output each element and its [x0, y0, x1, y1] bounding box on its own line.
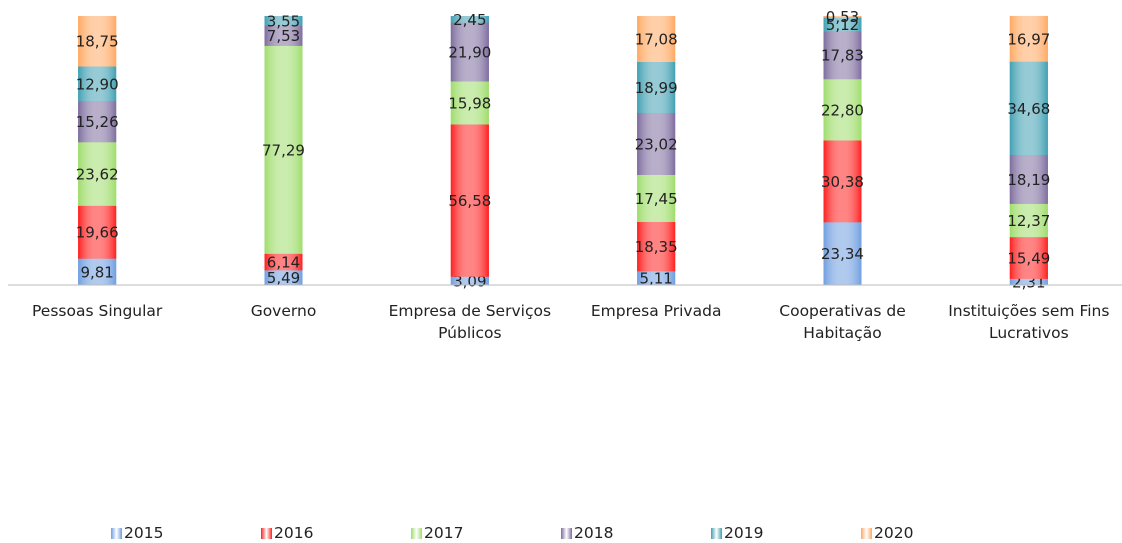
bar-shine	[823, 222, 862, 285]
data-label: 77,29	[262, 141, 305, 159]
data-label: 17,83	[821, 47, 864, 65]
data-label: 12,37	[1007, 212, 1050, 230]
legend-label: 2020	[874, 524, 914, 542]
data-label: 3,09	[453, 272, 486, 290]
legend-item: 2018	[561, 524, 711, 542]
legend-item: 2019	[711, 524, 861, 542]
legend-item: 2015	[111, 524, 261, 542]
bar-shine	[1009, 237, 1048, 279]
legend-swatch	[861, 527, 872, 539]
x-tick-label: Governo	[250, 302, 317, 320]
x-tick-label: Empresa de Serviços Públicos	[388, 302, 552, 342]
bar-shine	[1009, 278, 1048, 285]
legend-swatch	[711, 527, 722, 539]
legend-swatch	[561, 527, 572, 539]
legend-label: 2015	[124, 524, 164, 542]
legend-swatch	[111, 527, 122, 539]
bar-shine	[823, 140, 862, 223]
bar-shine	[450, 124, 489, 277]
bar-shine	[78, 258, 117, 285]
data-label: 23,02	[635, 135, 678, 153]
data-label: 15,26	[76, 113, 119, 131]
bar-shine	[264, 253, 303, 271]
data-label: 15,98	[448, 94, 491, 112]
legend-item: 2016	[261, 524, 411, 542]
legend-item: 2017	[411, 524, 561, 542]
x-tick-label: Cooperativas de Habitação	[779, 302, 906, 342]
data-label: 5,11	[639, 270, 672, 288]
legend-label: 2017	[424, 524, 464, 542]
x-tick-label: Empresa Privada	[590, 302, 722, 320]
data-label: 18,75	[76, 33, 119, 51]
data-label: 6,14	[267, 253, 300, 271]
data-label: 0,53	[826, 8, 859, 26]
bar-shine	[1009, 15, 1048, 62]
bar-shine	[264, 45, 303, 254]
bar-shine	[823, 16, 862, 18]
bar-shine	[637, 271, 676, 285]
bar-shine	[637, 113, 676, 175]
data-label: 17,45	[635, 190, 678, 208]
bar-shine	[450, 22, 489, 82]
bar-shine	[78, 16, 117, 67]
data-label: 23,62	[76, 165, 119, 183]
data-label: 18,35	[635, 238, 678, 256]
bar-shine	[637, 174, 676, 222]
data-label: 3,55	[267, 12, 300, 30]
bar-shine	[264, 25, 303, 46]
bar-shine	[1009, 203, 1048, 238]
data-label: 23,34	[821, 245, 864, 263]
bar-shine	[637, 221, 676, 272]
data-label: 18,19	[1007, 171, 1050, 189]
data-label: 21,90	[448, 44, 491, 62]
legend-swatch	[411, 527, 422, 539]
legend-label: 2016	[274, 524, 314, 542]
data-label: 56,58	[448, 192, 491, 210]
bar-shine	[78, 205, 117, 259]
legend: 2015 2016 2017 2018 2019 2020	[0, 524, 1122, 542]
bar-shine	[78, 142, 117, 206]
data-label: 22,80	[821, 101, 864, 119]
data-label: 2,45	[453, 11, 486, 29]
data-label: 30,38	[821, 173, 864, 191]
bar-shine	[78, 66, 117, 102]
bar-shine	[637, 16, 676, 62]
legend-label: 2018	[574, 524, 614, 542]
x-tick-label: Instituições sem Fins Lucrativos	[948, 302, 1110, 342]
plot: 9,81 19,66 23,62 15,26 12,90 18,75 5,496,14 77,…	[8, 8, 1122, 291]
data-label: 5,12	[826, 16, 859, 34]
bar-shine	[264, 16, 303, 26]
legend-label: 2019	[724, 524, 764, 542]
legend-item: 2020	[861, 524, 1011, 542]
bar-shine	[1009, 61, 1048, 155]
data-label: 17,08	[635, 30, 678, 48]
bar-shine	[264, 270, 303, 285]
data-label: 19,66	[76, 224, 119, 242]
bar-shine	[637, 61, 676, 114]
data-label: 16,97	[1007, 30, 1050, 48]
data-label: 5,49	[267, 269, 300, 287]
data-label: 15,49	[1007, 249, 1050, 267]
bar-shine	[823, 79, 862, 141]
legend-swatch	[261, 527, 272, 539]
data-label: 7,53	[267, 27, 300, 45]
data-label: 9,81	[80, 263, 113, 281]
x-tick-label: Pessoas Singular	[32, 302, 163, 320]
data-label: 34,68	[1007, 100, 1050, 118]
bar-shine	[1009, 154, 1048, 204]
bar-shine	[450, 276, 489, 285]
bar-shine	[450, 81, 489, 125]
bar-shine	[450, 16, 489, 23]
bar-shine	[78, 101, 117, 143]
bar-shine	[823, 17, 862, 32]
data-label: 18,99	[635, 79, 678, 97]
data-label: 12,90	[76, 75, 119, 93]
bar-shine	[823, 31, 862, 80]
